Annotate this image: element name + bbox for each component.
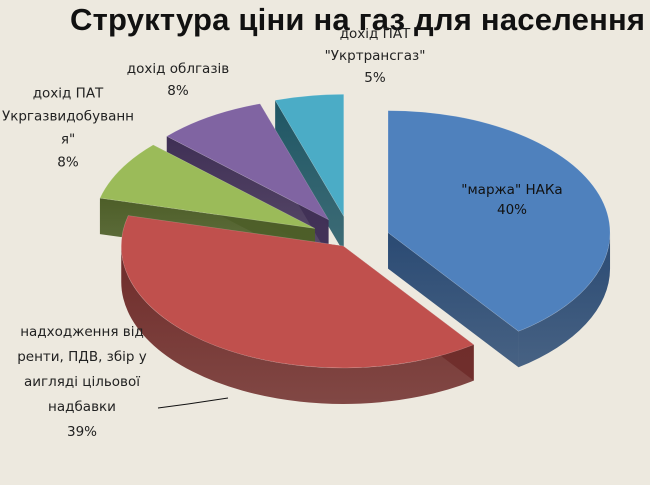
pie-slice-group-2 [121,215,475,404]
pie-slice-маржа-нака [387,110,611,332]
slice-label-line: "Укртрансгаз" [325,48,426,64]
slice-label-line: дохід облгазів [127,61,229,77]
slice-label-дохід-пат: дохід ПАТ Укргазвидобуванн я" 8% [2,86,134,171]
slice-value-label: 40% [497,202,527,218]
slice-label-line: дохід ПАТ [33,86,104,102]
slice-label-line: "маржа" НАКа [461,182,562,198]
leader-line [157,397,229,409]
slice-value-label: 8% [57,155,79,171]
slice-label-дохід-облгазів: дохід облгазів 8% [127,61,229,99]
chart-title: Структура ціни на газ для населення [70,2,646,37]
slice-label-line: надходження від [20,324,144,340]
pie-slice-side-2 [121,245,474,404]
slice-label-line: аигляді цільової [24,374,140,390]
slice-label-line: я" [61,132,75,148]
pie-slice-group-5 [274,93,345,253]
slice-label-надходження-від: надходження від ренти, ПДВ, збір у аигляді… [17,324,147,440]
pie-slice-дохід-облгазів [166,103,330,221]
slice-label-line: Укргазвидобуванн [2,109,134,125]
slice-label-маржа-нака: "маржа" НАКа 40% [461,182,562,218]
pie-slice-wall-1-2 [388,232,519,368]
slice-value-label: 39% [67,424,97,440]
pie-slice-надходження-від [121,215,475,369]
slice-label-line: ренти, ПДВ, збір у [17,349,147,365]
slice-label-line: дохід ПАТ [340,26,411,42]
slice-label-дохід-пат: дохід ПАТ "Укртрансгаз" 5% [325,26,426,86]
pie-slice-group-1 [387,110,611,368]
slice-value-label: 8% [167,83,189,99]
pie-slice-дохід-пат [99,144,316,229]
pie-slice-дохід-пат [274,93,345,218]
pie-slice-wall-5-1 [275,100,344,253]
slice-label-line: надбавки [48,399,116,415]
slice-value-label: 5% [364,70,386,86]
pie-slice-side-1 [518,232,611,368]
